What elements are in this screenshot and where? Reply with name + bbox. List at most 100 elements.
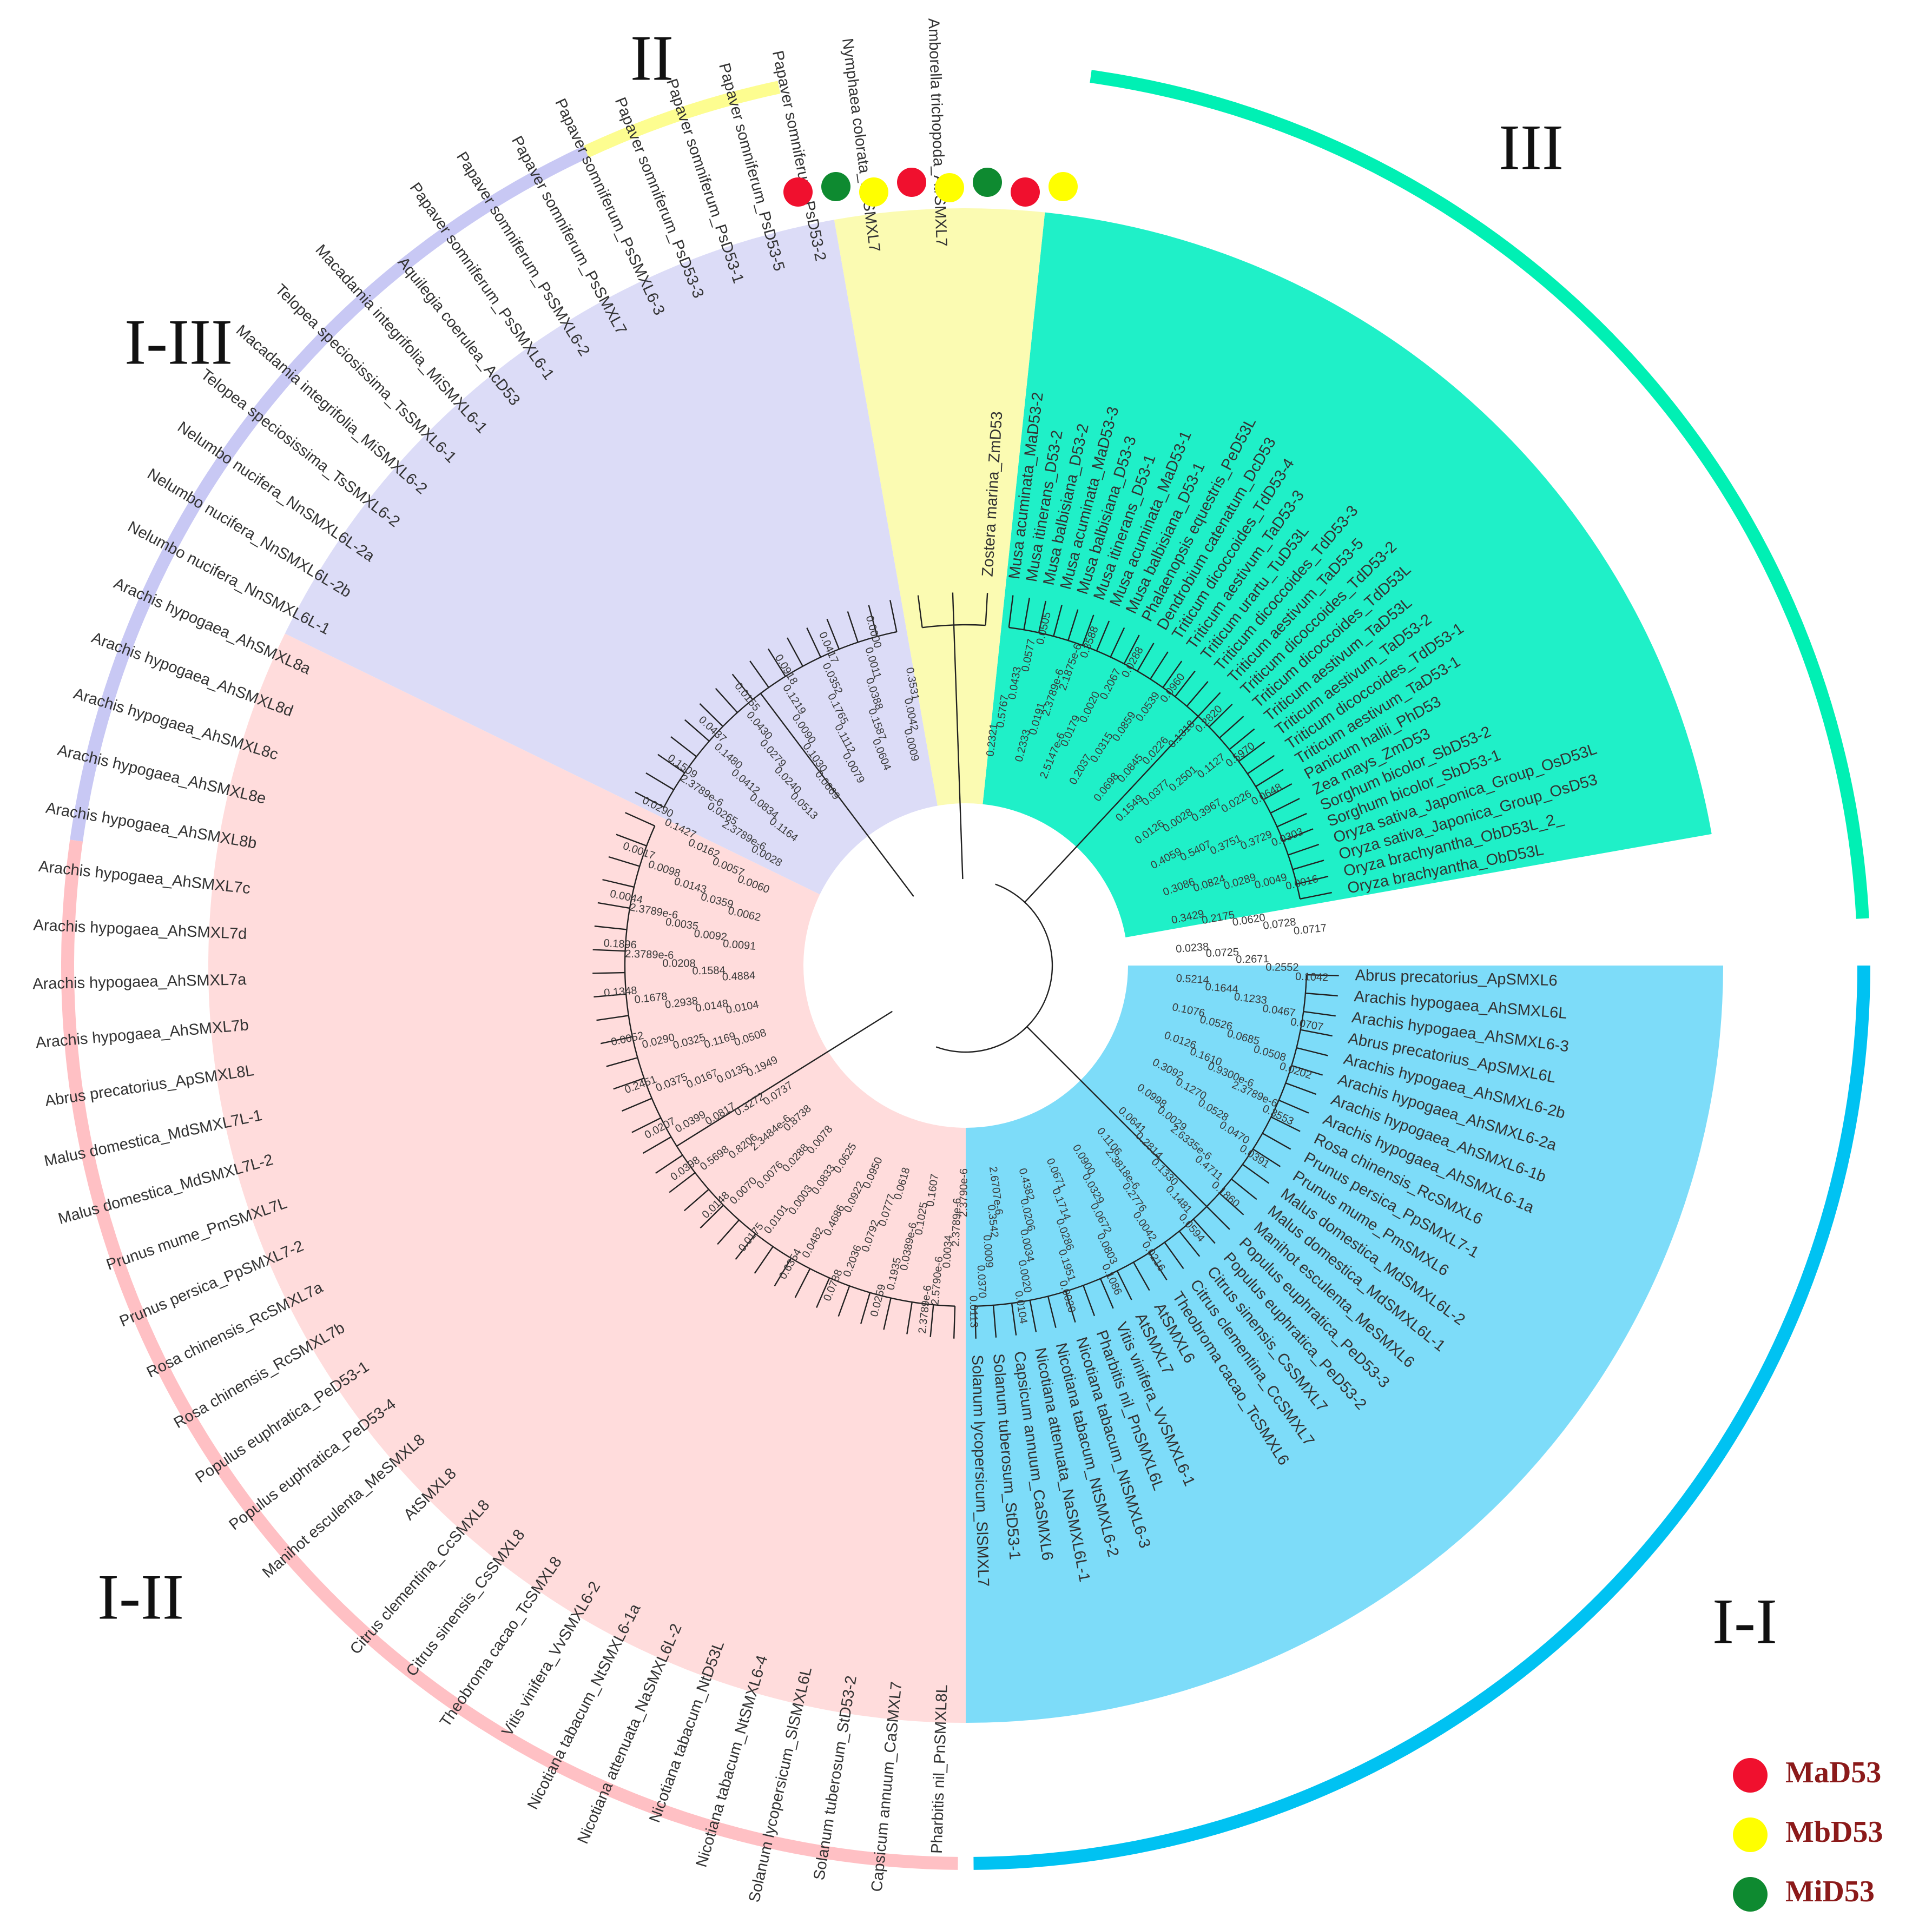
tip-branch <box>735 1233 756 1260</box>
ring-i-i <box>973 965 1870 1870</box>
tip-branch <box>1197 692 1221 717</box>
tip-branch <box>952 592 955 625</box>
tip-branch <box>906 1301 913 1334</box>
tip-branch <box>1296 875 1329 885</box>
leaf-label: Populus euphratica_PeD53-4 <box>226 1396 399 1534</box>
branch-length: 0.0208 <box>662 957 695 969</box>
tip-branch <box>731 673 754 700</box>
tip-branch <box>1053 604 1063 637</box>
tip-branch <box>883 1298 892 1330</box>
branch-length: 0.1896 <box>603 937 637 951</box>
tip-branch <box>754 1246 774 1274</box>
tip-branch <box>1231 1178 1257 1200</box>
tip-branch <box>847 611 859 643</box>
clade-backbone <box>1008 626 1301 900</box>
clade-rings <box>61 70 1870 1870</box>
tip-branch <box>774 1258 792 1287</box>
tip-branch <box>1162 660 1183 688</box>
tip-branch <box>1011 1303 1017 1336</box>
tip-branch <box>622 1098 652 1112</box>
tip-branch <box>1164 1241 1184 1270</box>
clade-labels: III I-I I-II I-III II <box>97 22 1777 1657</box>
leaf-label: Manihot esculenta_MeSMXL8 <box>259 1431 428 1582</box>
ring-iii <box>1090 70 1869 919</box>
branch-length: 0.0034 <box>941 1235 955 1268</box>
sector-i-ii <box>208 633 966 1723</box>
root-arc <box>935 883 1053 1053</box>
marker-mad53 <box>1011 177 1040 207</box>
tip-branch <box>1175 670 1196 697</box>
tip-branch <box>1096 620 1110 651</box>
branch-length: 0.1348 <box>604 984 638 999</box>
marker-mid53 <box>973 168 1002 197</box>
tip-branch <box>1296 1047 1328 1056</box>
clade-stem <box>1026 1026 1208 1207</box>
tip-branch <box>670 736 697 757</box>
tip-branch <box>1242 1164 1270 1184</box>
tip-branch <box>1150 651 1169 680</box>
ring-i-iii <box>70 146 589 842</box>
tip-branch <box>767 648 786 677</box>
tip-branch <box>1099 1278 1114 1309</box>
tip-branch <box>657 754 685 774</box>
tip-branch <box>1276 812 1307 828</box>
tip-branch <box>974 1306 977 1339</box>
branch-length: 0.0370 <box>975 1265 988 1298</box>
tip-branch <box>953 1306 956 1339</box>
tip-branch <box>1291 1065 1323 1076</box>
tip-branch <box>715 688 738 713</box>
branch-length: 0.0009 <box>981 1234 995 1268</box>
tip-branch <box>1305 992 1338 997</box>
tip-branch <box>1065 1291 1076 1323</box>
tip-branch <box>1116 1270 1132 1300</box>
marker-mad53 <box>897 168 926 197</box>
tip-branch <box>684 719 710 742</box>
branch-length: 0.0717 <box>1293 922 1327 937</box>
tip-branch <box>1082 614 1094 646</box>
clade-label-ii: II <box>630 22 674 94</box>
tip-branch <box>631 1117 662 1133</box>
tip-branch <box>1293 860 1324 870</box>
tip-branch <box>1247 755 1275 775</box>
clade-stem <box>760 693 914 897</box>
legend-label: MaD53 <box>1785 1756 1881 1789</box>
clade-label-i-ii: I-II <box>97 1561 184 1633</box>
branch-length: 0.5214 <box>1176 973 1209 987</box>
clade-stem <box>1024 716 1199 903</box>
tip-branch <box>1303 1010 1336 1017</box>
tip-branch <box>655 1154 683 1174</box>
tip-branch <box>1178 1231 1201 1257</box>
tip-branch <box>1110 627 1125 658</box>
tip-branch <box>1149 1252 1168 1281</box>
clade-stem <box>953 625 964 880</box>
branch-length: 0.2552 <box>1265 961 1298 973</box>
leaf-label: Theobroma cacao_TcSMXL8 <box>437 1554 565 1730</box>
tip-branch <box>1208 703 1233 728</box>
tip-branch <box>1123 634 1140 664</box>
clade-stem <box>676 1010 893 1147</box>
branch-length: 0.1584 <box>692 964 726 977</box>
branch-length: 0.2671 <box>1236 953 1269 966</box>
tree-branches <box>592 592 1339 1339</box>
tip-branch <box>700 1205 724 1229</box>
clade-label-iii: III <box>1499 111 1564 183</box>
legend: MaD53 MbD53 MiD53 <box>1733 1756 1883 1912</box>
tip-branch <box>1047 1296 1057 1328</box>
tip-branch <box>594 925 627 930</box>
tip-branch <box>889 600 898 632</box>
sector-iii <box>966 212 1712 966</box>
tip-branch <box>1288 844 1320 856</box>
clade-label-i-i: I-I <box>1712 1585 1777 1657</box>
clade-label-i-iii: I-III <box>124 306 233 378</box>
tip-branch <box>606 1057 638 1067</box>
leaf-label: Citrus sinensis_CsSMXL8 <box>403 1526 529 1680</box>
tip-branch <box>929 1305 934 1338</box>
tip-branch <box>596 1015 629 1021</box>
tip-branch <box>1133 1261 1150 1291</box>
tip-branch <box>1270 798 1300 814</box>
tip-branch <box>1262 1133 1291 1150</box>
leaf-label: Populus euphratica_PeD53-1 <box>193 1358 373 1486</box>
tip-branch <box>860 1292 871 1324</box>
leaf-label: Rosa chinensis_RcSMXL7b <box>171 1319 348 1432</box>
branch-length: 2.3789e-6 <box>950 1198 964 1247</box>
